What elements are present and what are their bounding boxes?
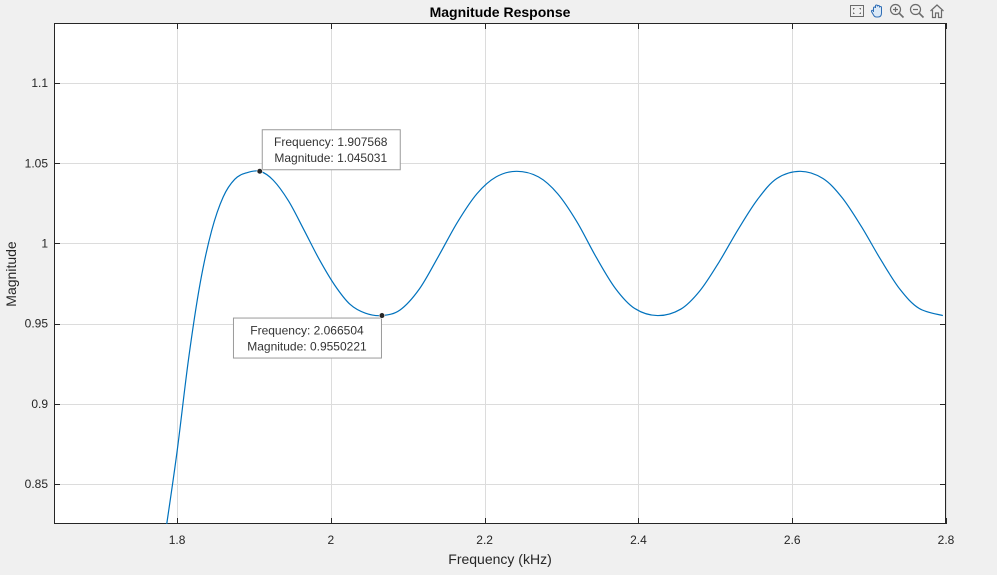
- datatip-magnitude-text: Magnitude: 0.9550221: [247, 340, 367, 354]
- zoom-in-button[interactable]: [888, 2, 906, 20]
- chart-title: Magnitude Response: [430, 4, 571, 20]
- x-tick-label: 1.8: [169, 533, 186, 547]
- x-tick-label: 2.4: [630, 533, 647, 547]
- datatip-box: [232, 317, 382, 359]
- y-tick-label: 0.95: [25, 317, 49, 331]
- home-icon: [930, 4, 944, 19]
- datatip-marker[interactable]: [256, 168, 263, 175]
- export-icon: [850, 5, 864, 17]
- plot-area[interactable]: [54, 23, 946, 524]
- datatip-1[interactable]: Frequency: 2.066504 Magnitude: 0.9550221: [232, 312, 386, 359]
- x-tick-label: 2.2: [476, 533, 493, 547]
- datatip-marker[interactable]: [378, 312, 386, 319]
- y-tick-label: 0.9: [31, 397, 48, 411]
- pan-icon: [870, 4, 882, 18]
- pan-button[interactable]: [868, 2, 886, 20]
- magnitude-series-line-0[interactable]: [166, 170, 944, 527]
- datatip-frequency-text: Frequency: 2.066504: [250, 324, 364, 338]
- axes-toolbar: [848, 2, 946, 20]
- grid-lines: [54, 23, 947, 524]
- zoom-out-button[interactable]: [908, 2, 926, 20]
- y-tick-label: 0.85: [25, 477, 49, 491]
- x-tick-label: 2.8: [938, 533, 955, 547]
- datatip-0[interactable]: Frequency: 1.907568 Magnitude: 1.045031: [256, 129, 401, 175]
- datatip-box: [261, 129, 401, 171]
- y-tick-label: 1.05: [25, 156, 49, 170]
- x-tick-label: 2: [327, 533, 334, 547]
- datatip-magnitude-text: Magnitude: 1.045031: [274, 151, 387, 165]
- zoom-in-icon: [889, 3, 905, 19]
- series-layer: [166, 170, 944, 527]
- y-axis-label: Magnitude: [3, 241, 19, 307]
- x-tick-label: 2.6: [784, 533, 801, 547]
- x-axis-label: Frequency (kHz): [448, 551, 551, 567]
- export-button[interactable]: [848, 2, 866, 20]
- datatip-frequency-text: Frequency: 1.907568: [274, 135, 388, 149]
- plot-frame: [54, 23, 946, 524]
- restore-view-button[interactable]: [928, 2, 946, 20]
- axis-ticks: 1.8 2 2.2 2.4 2.6 2.8 0.85 0.9 0.95 1 1.05 1.1: [25, 23, 955, 547]
- zoom-out-icon: [909, 3, 925, 19]
- y-tick-label: 1.1: [31, 76, 48, 90]
- y-tick-label: 1: [41, 236, 48, 250]
